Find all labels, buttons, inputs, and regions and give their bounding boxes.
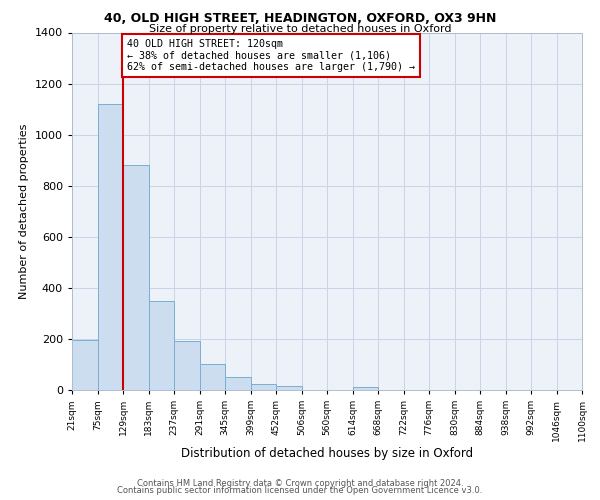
Bar xyxy=(123,166,149,390)
Bar xyxy=(72,340,97,390)
Y-axis label: Number of detached properties: Number of detached properties xyxy=(19,124,29,299)
Bar xyxy=(276,386,302,390)
Text: Contains public sector information licensed under the Open Government Licence v3: Contains public sector information licen… xyxy=(118,486,482,495)
Text: 40, OLD HIGH STREET, HEADINGTON, OXFORD, OX3 9HN: 40, OLD HIGH STREET, HEADINGTON, OXFORD,… xyxy=(104,12,496,26)
Text: Size of property relative to detached houses in Oxford: Size of property relative to detached ho… xyxy=(149,24,451,34)
X-axis label: Distribution of detached houses by size in Oxford: Distribution of detached houses by size … xyxy=(181,446,473,460)
Bar xyxy=(251,384,276,390)
Bar xyxy=(149,300,174,390)
Bar xyxy=(199,364,225,390)
Bar xyxy=(97,104,123,390)
Bar xyxy=(225,376,251,390)
Bar xyxy=(174,341,199,390)
Text: Contains HM Land Registry data © Crown copyright and database right 2024.: Contains HM Land Registry data © Crown c… xyxy=(137,478,463,488)
Text: 40 OLD HIGH STREET: 120sqm
← 38% of detached houses are smaller (1,106)
62% of s: 40 OLD HIGH STREET: 120sqm ← 38% of deta… xyxy=(127,39,415,72)
Bar xyxy=(353,387,378,390)
